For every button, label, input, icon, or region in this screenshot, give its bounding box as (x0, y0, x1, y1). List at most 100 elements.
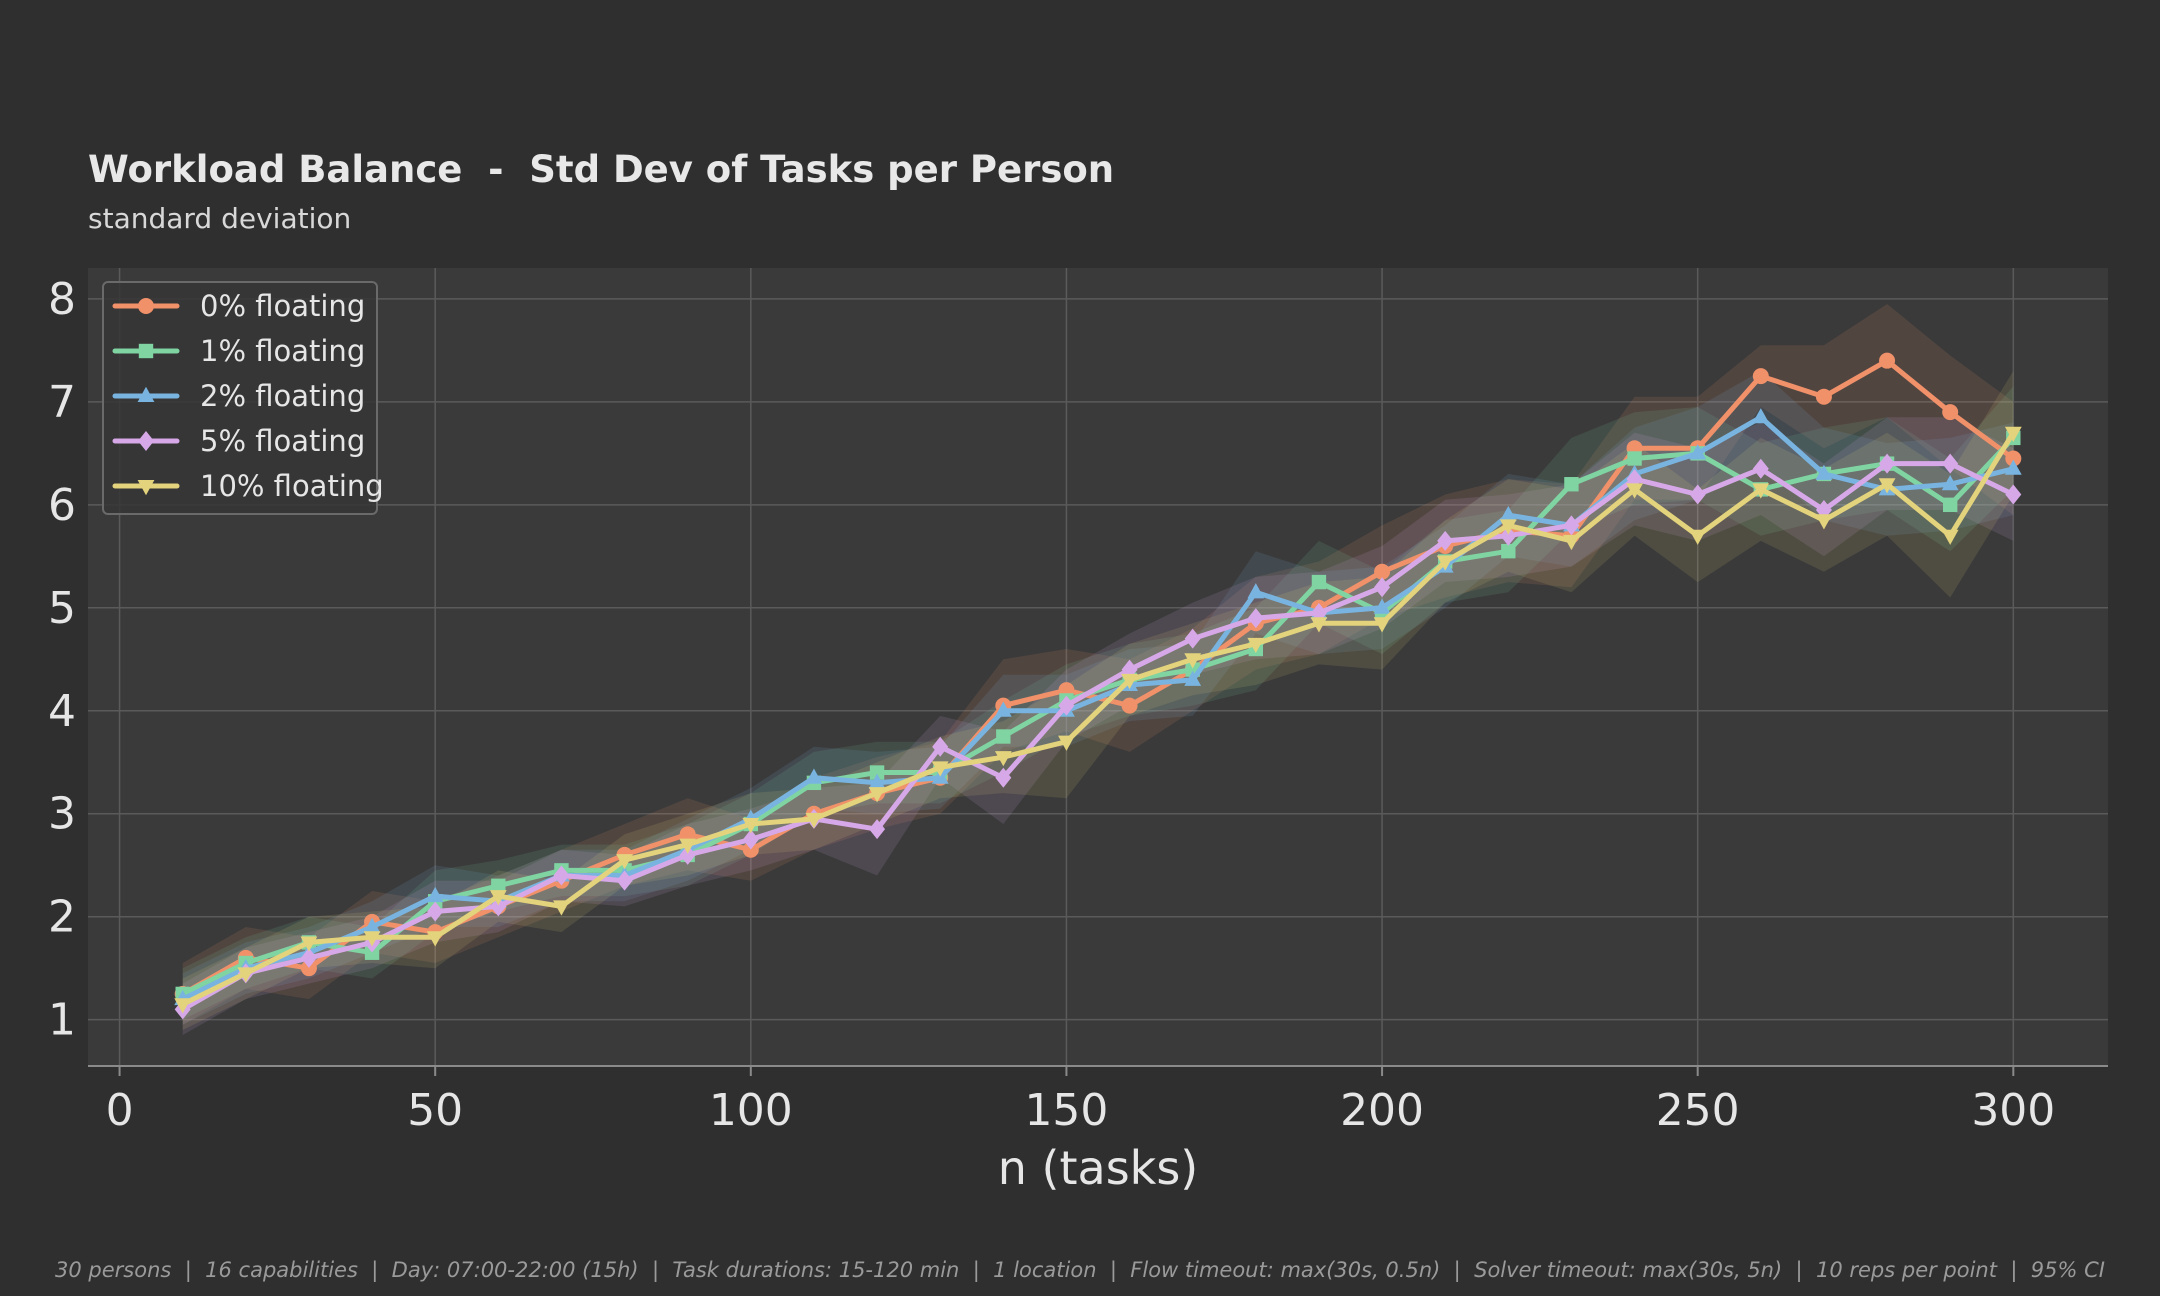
data-point (1500, 525, 1517, 546)
data-point (1627, 451, 1642, 466)
data-point (1942, 453, 1959, 474)
data-point (679, 838, 697, 854)
data-point (1941, 529, 1959, 545)
legend-item: 1% floating (112, 334, 365, 368)
data-point (1437, 530, 1454, 551)
data-point (427, 901, 444, 922)
plot-area (88, 268, 2108, 1066)
data-point (1247, 608, 1264, 629)
data-point (1942, 497, 1958, 513)
y-tick-label: 4 (48, 686, 76, 737)
legend: 0% floating 1% floating 2% floating 5% floa… (102, 281, 384, 515)
data-point (2005, 450, 2022, 467)
data-point (553, 865, 570, 886)
data-point (868, 773, 886, 789)
y-tick-label: 7 (48, 377, 76, 428)
data-point (1184, 628, 1201, 649)
data-point (1374, 563, 1391, 580)
y-tick-label: 2 (48, 892, 76, 943)
data-point (1121, 697, 1138, 714)
data-point (1564, 477, 1579, 492)
legend-label: 1% floating (200, 334, 365, 368)
data-point (174, 998, 192, 1014)
data-point (426, 931, 444, 947)
data-point (805, 812, 823, 829)
data-point (1121, 673, 1138, 690)
data-point (679, 826, 696, 843)
x-tick-label: 150 (1024, 1085, 1108, 1136)
data-point (300, 947, 317, 968)
series-4 (174, 426, 2022, 1014)
data-point (996, 729, 1011, 744)
data-point (491, 878, 506, 894)
legend-label: 5% floating (200, 424, 365, 458)
data-point (1058, 735, 1075, 751)
legend-marker (138, 343, 154, 359)
data-point (553, 900, 570, 916)
data-point (616, 870, 633, 891)
data-point (1878, 478, 1896, 494)
axis-ticks: 0 50 100 150 200 250 300 1 2 3 4 5 6 7 8 (48, 274, 2055, 1136)
ci-band-series-1 (182, 386, 2014, 1020)
data-point (1752, 408, 1770, 424)
data-point (742, 841, 759, 858)
data-point (1815, 514, 1833, 530)
footer-note: 30 persons | 16 capabilities | Day: 07:0… (55, 1258, 2105, 1282)
legend-label: 0% floating (200, 289, 365, 323)
data-point (994, 751, 1012, 767)
x-tick-label: 100 (709, 1085, 793, 1136)
y-tick-label: 1 (48, 995, 76, 1046)
data-point (426, 886, 444, 903)
legend-item: 2% floating (112, 379, 365, 413)
data-point (2004, 426, 2022, 442)
legend-box (102, 281, 378, 515)
legend-marker (138, 298, 154, 314)
y-tick-label: 6 (48, 480, 76, 531)
y-tick-label: 3 (48, 789, 76, 840)
data-point (1499, 519, 1517, 535)
data-point (2005, 484, 2022, 505)
x-tick-label: 0 (106, 1085, 134, 1136)
data-point (1058, 695, 1075, 716)
legend-label: 10% floating (200, 469, 384, 503)
legend-item: 5% floating (112, 424, 365, 458)
data-point (742, 829, 759, 850)
data-point (995, 767, 1012, 788)
data-point (1752, 458, 1769, 479)
legend-item: 10% floating (112, 469, 384, 503)
legend-marker (138, 431, 154, 451)
legend-item: 0% floating (112, 289, 365, 323)
ci-band-series-3 (182, 417, 2014, 1036)
data-point (1311, 574, 1327, 590)
data-point (363, 917, 381, 933)
legend-label: 2% floating (200, 379, 365, 413)
data-point (1374, 577, 1391, 598)
x-tick-label: 300 (1971, 1085, 2055, 1136)
data-point (679, 844, 696, 865)
y-tick-label: 8 (48, 274, 76, 325)
series-line-4 (180, 430, 2016, 1007)
data-point (237, 967, 255, 983)
data-point (1310, 617, 1328, 633)
data-point (932, 736, 949, 757)
data-point (1499, 505, 1517, 522)
chart-subtitle: standard deviation (88, 202, 352, 235)
series-lines (174, 352, 2022, 1020)
data-point (1689, 484, 1706, 505)
data-point (931, 761, 949, 777)
data-point (1563, 534, 1580, 551)
data-point (1689, 444, 1707, 460)
y-tick-label: 5 (48, 583, 76, 634)
data-point (1752, 483, 1770, 499)
data-point (1247, 583, 1265, 599)
data-point (616, 854, 633, 870)
data-point (1184, 670, 1202, 686)
data-point (869, 765, 885, 780)
data-point (1501, 543, 1516, 559)
ci-band-series-0 (182, 304, 2014, 1025)
data-point (364, 945, 380, 960)
legend-marker (137, 480, 155, 496)
data-point (805, 768, 823, 784)
data-point (994, 701, 1012, 717)
